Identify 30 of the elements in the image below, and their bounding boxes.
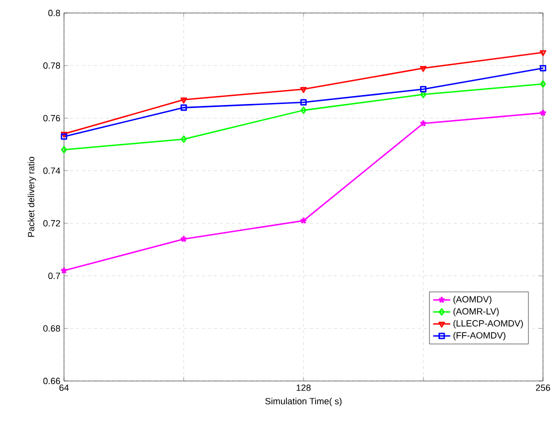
point <box>419 119 428 127</box>
point <box>540 64 546 72</box>
y-tick-label: 0.8 <box>48 10 60 16</box>
point <box>300 216 308 224</box>
point <box>180 104 187 111</box>
point <box>180 235 188 242</box>
y-tick-label: 0.76 <box>43 114 60 122</box>
legend-label: (LLECP-AOMDV) <box>453 320 523 328</box>
y-tick-label: 0.78 <box>43 62 60 69</box>
y-tick-label: 0.66 <box>43 378 60 384</box>
legend-label: (FF-AOMDV) <box>453 332 506 340</box>
x-tick-label: 128 <box>296 384 311 391</box>
point <box>300 87 307 93</box>
point <box>300 99 307 106</box>
legend-label: (AOMDV) <box>453 296 492 304</box>
point <box>300 106 306 114</box>
x-tick-label: 64 <box>59 384 69 391</box>
y-axis-title: Packet delivery ratio <box>28 156 36 237</box>
point <box>420 86 426 92</box>
y-tick-label: 0.74 <box>43 168 60 174</box>
point <box>420 66 427 72</box>
y-tick-label: 0.72 <box>43 220 60 226</box>
y-tick-label: 0.7 <box>48 272 60 280</box>
y-tick-label: 0.68 <box>43 325 60 332</box>
point <box>180 135 187 143</box>
x-tick-label: 256 <box>536 384 550 391</box>
legend-label: (AOMR-LV) <box>453 308 499 316</box>
x-axis-title: Simulation Time( s) <box>265 398 342 406</box>
point <box>420 90 426 98</box>
point <box>180 98 188 104</box>
